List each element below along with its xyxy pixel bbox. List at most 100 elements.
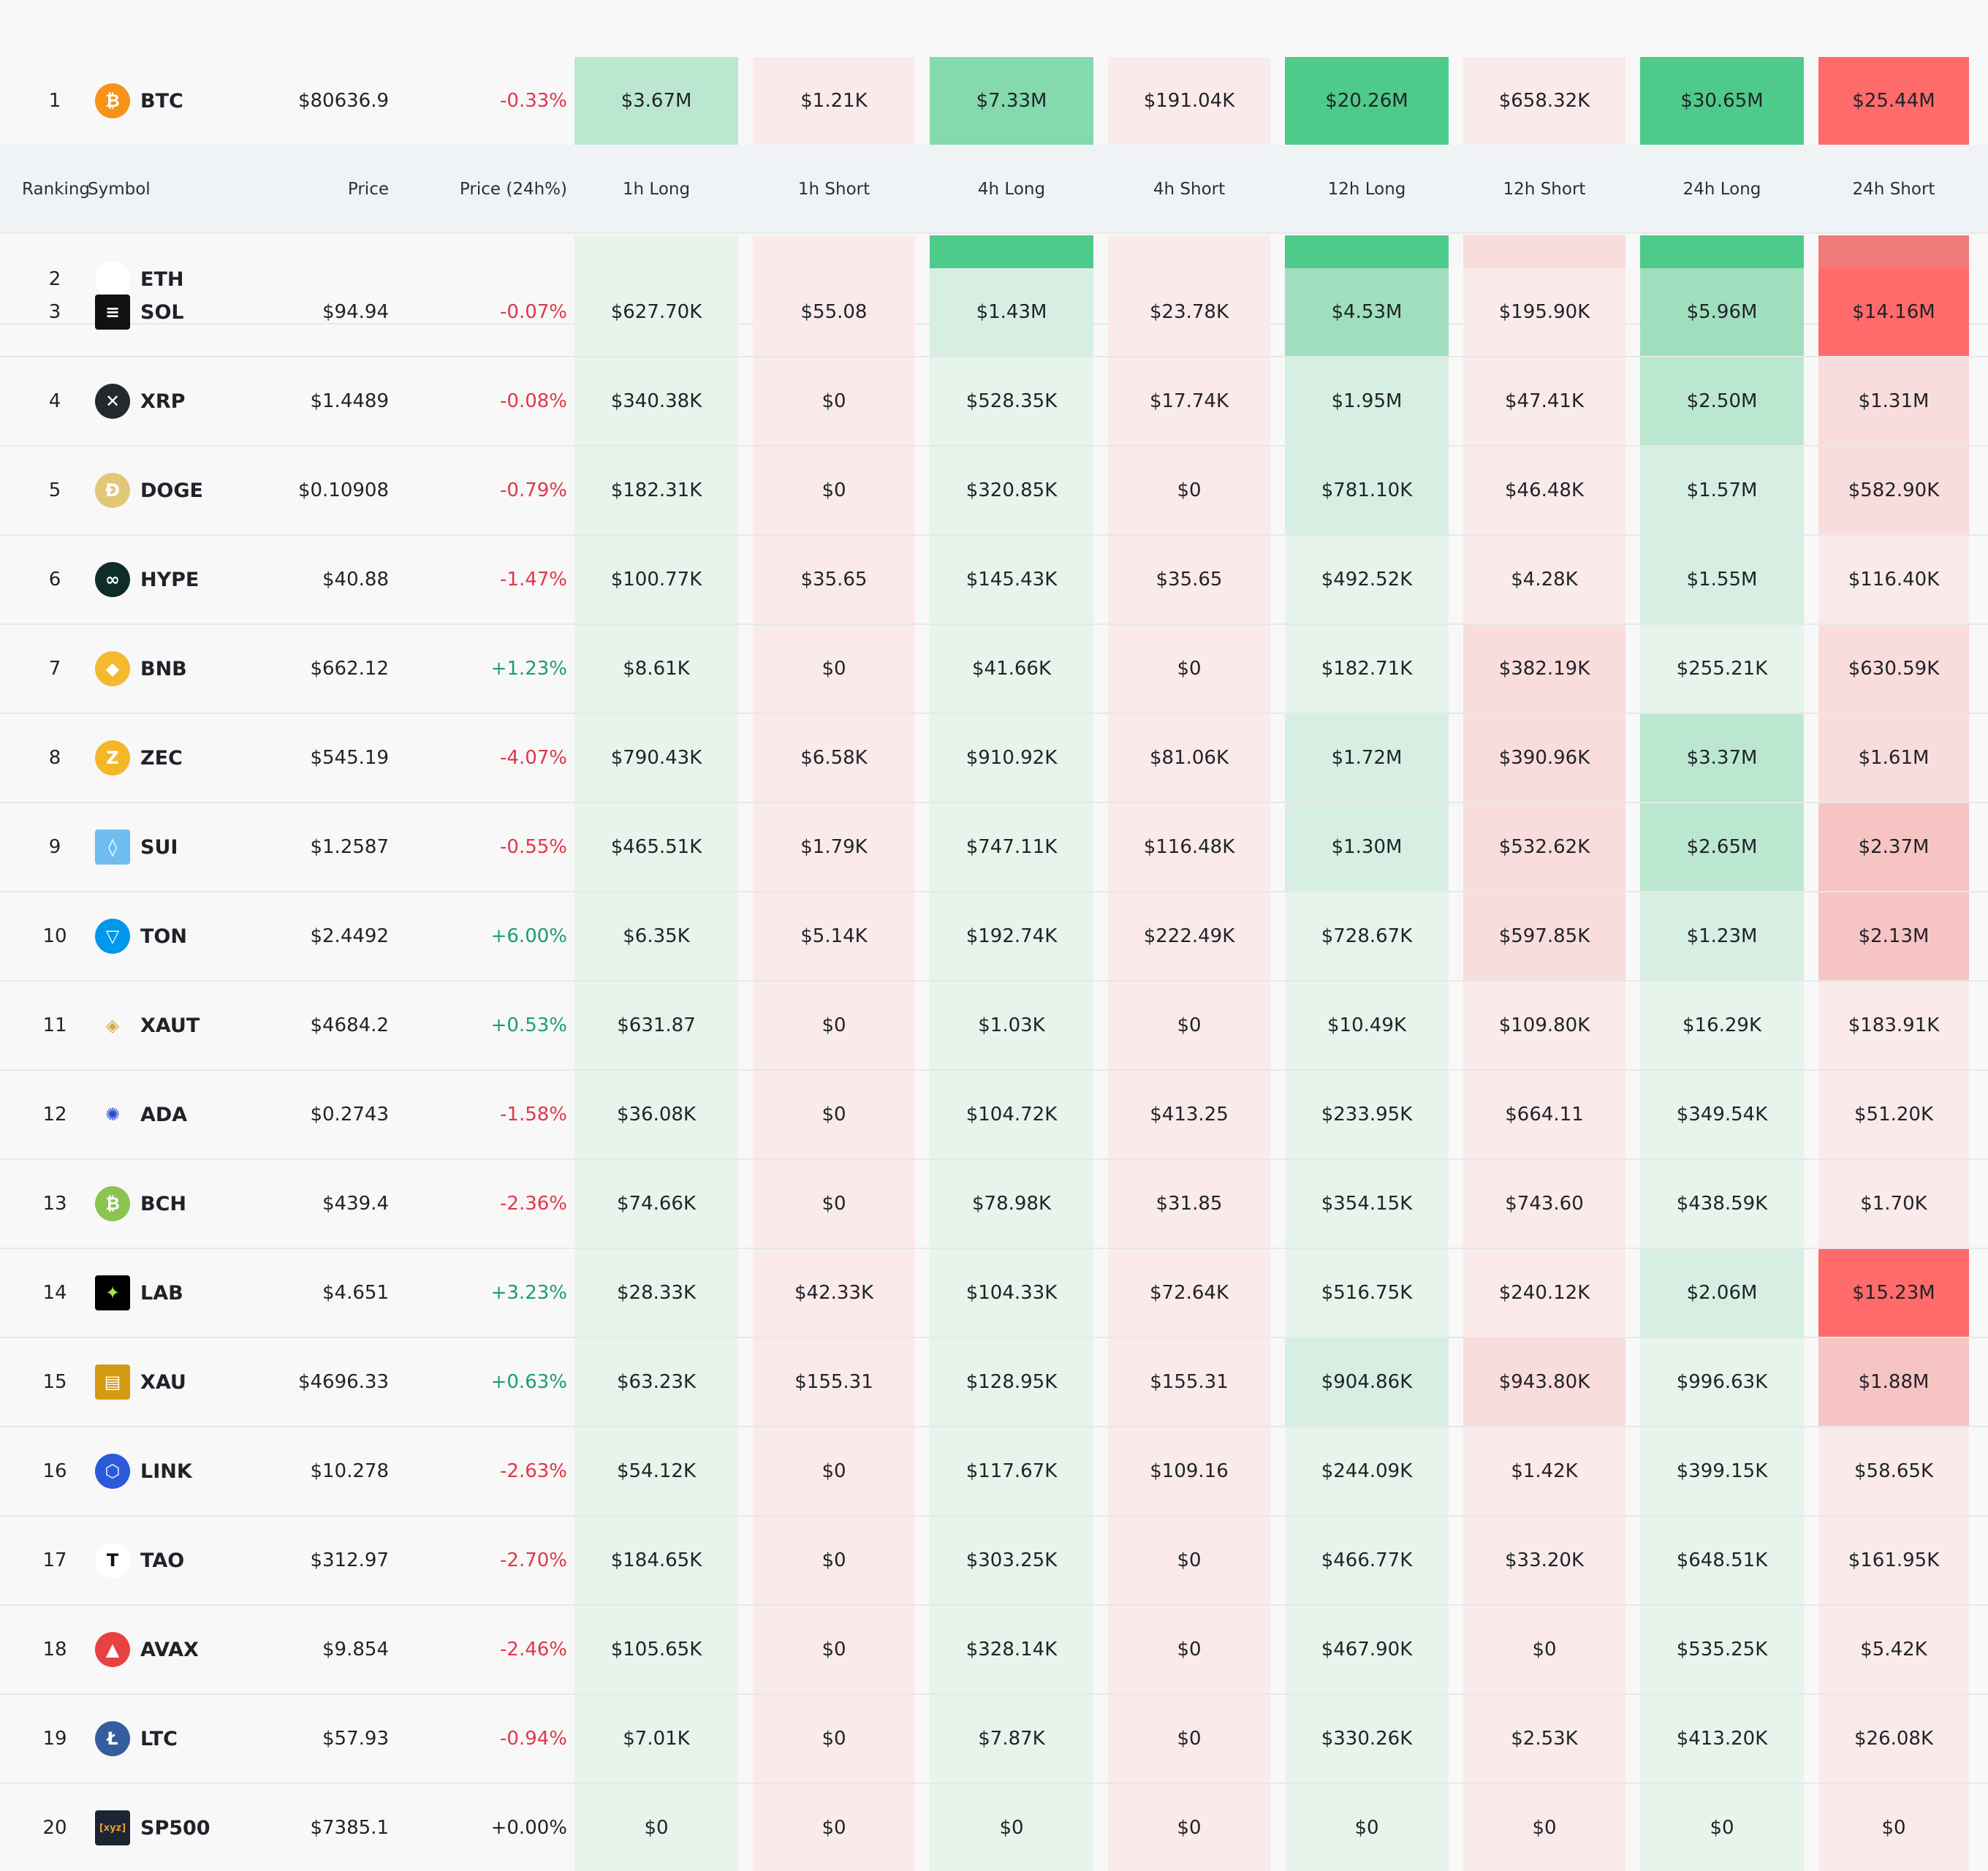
table-row[interactable]: 4 ✕ XRP $1.4489 -0.08% $340.38K $0 $528.35K $17.… [0, 357, 1988, 447]
price-change-cell: -2.36% [500, 1193, 567, 1215]
symbol-cell[interactable]: ◈ XAUT [95, 982, 285, 1069]
short-liquidation-cell: $47.41K [1463, 357, 1625, 445]
table-row[interactable]: 16 ⬡ LINK $10.278 -2.63% $54.12K $0 $117.67K $10… [0, 1427, 1988, 1517]
price-change-cell: +0.53% [490, 1014, 567, 1036]
long-liquidation-cell: $7.01K [574, 1695, 738, 1783]
short-liquidation-cell: $5.42K [1818, 1606, 1969, 1693]
symbol-label: XAUT [140, 1014, 200, 1037]
symbol-cell[interactable]: T TAO [95, 1517, 285, 1604]
short-liquidation-cell: $155.31 [1108, 1338, 1270, 1426]
price-cell: $94.94 [322, 301, 389, 323]
symbol-cell[interactable]: Z ZEC [95, 714, 285, 802]
short-liquidation-cell: $222.49K [1108, 892, 1270, 980]
short-liquidation-cell: $109.80K [1463, 982, 1625, 1069]
symbol-cell[interactable]: ✺ ADA [95, 1071, 285, 1158]
rank-cell: 14 [42, 1282, 67, 1304]
table-row[interactable]: 20 [xyz] SP500 $7385.1 +0.00% $0 $0 $0 $0 $0 $0 $0 $… [0, 1784, 1988, 1871]
symbol-cell[interactable]: ⬡ LINK [95, 1427, 285, 1515]
long-liquidation-cell: $648.51K [1640, 1517, 1804, 1604]
long-liquidation-cell: $255.21K [1640, 625, 1804, 713]
symbol-cell[interactable]: ₿ BCH [95, 1160, 285, 1248]
table-row[interactable]: 17 T TAO $312.97 -2.70% $184.65K $0 $303.25K $0 $… [0, 1517, 1988, 1606]
long-liquidation-cell: $631.87 [574, 982, 738, 1069]
short-liquidation-cell: $1.70K [1818, 1160, 1969, 1248]
short-liquidation-cell: $17.74K [1108, 357, 1270, 445]
symbol-cell[interactable]: Ł LTC [95, 1695, 285, 1783]
table-row[interactable]: 5 Ð DOGE $0.10908 -0.79% $182.31K $0 $320.85K $0… [0, 447, 1988, 536]
symbol-cell[interactable]: ◆ BNB [95, 625, 285, 713]
short-liquidation-cell: $0 [1463, 1784, 1625, 1871]
long-liquidation-cell: $330.26K [1285, 1695, 1449, 1783]
long-liquidation-cell: $1.95M [1285, 357, 1449, 445]
symbol-cell[interactable]: ▲ AVAX [95, 1606, 285, 1693]
header-1h-long[interactable]: 1h Long [622, 180, 691, 199]
long-liquidation-cell: $3.67M [574, 57, 738, 145]
table-row[interactable]: 9 ◊ SUI $1.2587 -0.55% $465.51K $1.79K $747.11K… [0, 803, 1988, 892]
table-row[interactable]: 12 ✺ ADA $0.2743 -1.58% $36.08K $0 $104.72K $413… [0, 1071, 1988, 1160]
header-symbol[interactable]: Symbol [88, 180, 151, 199]
header-24h-long[interactable]: 24h Long [1682, 180, 1761, 199]
header-4h-short[interactable]: 4h Short [1153, 180, 1226, 199]
symbol-label: XAU [140, 1370, 186, 1394]
short-liquidation-cell: $2.53K [1463, 1695, 1625, 1783]
long-liquidation-cell: $10.49K [1285, 982, 1449, 1069]
header-price-change[interactable]: Price (24h%) [459, 180, 567, 199]
long-liquidation-cell: $184.65K [574, 1517, 738, 1604]
symbol-cell[interactable]: Ð DOGE [95, 447, 285, 534]
short-liquidation-cell: $0 [753, 1071, 915, 1158]
long-liquidation-cell: $192.74K [930, 892, 1093, 980]
header-24h-short[interactable]: 24h Short [1852, 180, 1935, 199]
long-liquidation-cell: $16.29K [1640, 982, 1804, 1069]
header-1h-short[interactable]: 1h Short [797, 180, 870, 199]
long-liquidation-cell: $1.03K [930, 982, 1093, 1069]
header-ranking[interactable]: Ranking [22, 180, 91, 199]
symbol-cell[interactable]: ▤ XAU [95, 1338, 285, 1426]
price-cell: $1.2587 [310, 836, 389, 858]
symbol-cell[interactable]: ₿ BTC [95, 57, 285, 145]
price-change-cell: +0.00% [490, 1817, 567, 1839]
long-liquidation-cell: $30.65M [1640, 57, 1804, 145]
symbol-label: SUI [140, 835, 178, 859]
long-liquidation-cell: $128.95K [930, 1338, 1093, 1426]
short-liquidation-cell: $33.20K [1463, 1517, 1625, 1604]
table-row[interactable]: 18 ▲ AVAX $9.854 -2.46% $105.65K $0 $328.14K $0 $… [0, 1606, 1988, 1695]
symbol-cell[interactable]: ◊ SUI [95, 803, 285, 891]
table-row[interactable]: 11 ◈ XAUT $4684.2 +0.53% $631.87 $0 $1.03K $0 $10… [0, 982, 1988, 1071]
price-change-cell: -0.55% [500, 836, 567, 858]
symbol-label: XRP [140, 390, 186, 413]
table-row[interactable]: 1 ₿ BTC $80636.9 -0.33% $3.67M $1.21K $7.33M $19… [0, 57, 1988, 146]
header-price[interactable]: Price [347, 180, 389, 199]
long-liquidation-cell: $1.57M [1640, 447, 1804, 534]
short-liquidation-cell: $0 [753, 1517, 915, 1604]
symbol-cell[interactable]: ≡ SOL [95, 268, 285, 356]
table-row[interactable]: 14 ✦ LAB $4.651 +3.23% $28.33K $42.33K $104.33K… [0, 1249, 1988, 1338]
symbol-cell[interactable]: [xyz] SP500 [95, 1784, 285, 1871]
table-row[interactable]: 8 Z ZEC $545.19 -4.07% $790.43K $6.58K $910.92K… [0, 714, 1988, 803]
bnb-icon: ◆ [95, 651, 130, 686]
header-12h-long[interactable]: 12h Long [1327, 180, 1406, 199]
long-liquidation-cell: $36.08K [574, 1071, 738, 1158]
table-row[interactable]: 19 Ł LTC $57.93 -0.94% $7.01K $0 $7.87K $0 $330.2… [0, 1695, 1988, 1784]
long-liquidation-cell: $8.61K [574, 625, 738, 713]
short-liquidation-cell: $0 [753, 1606, 915, 1693]
table-row[interactable]: 6 ∞ HYPE $40.88 -1.47% $100.77K $35.65 $145.43K… [0, 536, 1988, 625]
symbol-cell[interactable]: ✕ XRP [95, 357, 285, 445]
symbol-cell[interactable]: ▽ TON [95, 892, 285, 980]
long-liquidation-cell: $1.72M [1285, 714, 1449, 802]
symbol-cell[interactable]: ETH [95, 235, 285, 323]
symbol-label: BNB [140, 657, 187, 680]
symbol-label: TAO [140, 1549, 185, 1572]
price-change-cell: -4.07% [500, 747, 567, 769]
long-liquidation-cell: $105.65K [574, 1606, 738, 1693]
header-12h-short[interactable]: 12h Short [1503, 180, 1586, 199]
table-row[interactable]: 13 ₿ BCH $439.4 -2.36% $74.66K $0 $78.98K $31.85… [0, 1160, 1988, 1249]
table-row[interactable]: 10 ▽ TON $2.4492 +6.00% $6.35K $5.14K $192.74K $… [0, 892, 1988, 982]
symbol-cell[interactable]: ✦ LAB [95, 1249, 285, 1337]
table-row[interactable]: 15 ▤ XAU $4696.33 +0.63% $63.23K $155.31 $128.9… [0, 1338, 1988, 1427]
table-row[interactable]: 3 ≡ SOL $94.94 -0.07% $627.70K $55.08 $1.43M $23… [0, 268, 1988, 357]
price-cell: $80636.9 [297, 90, 389, 112]
table-row[interactable]: 7 ◆ BNB $662.12 +1.23% $8.61K $0 $41.66K $0 $182.… [0, 625, 1988, 714]
symbol-cell[interactable]: ∞ HYPE [95, 536, 285, 623]
header-4h-long[interactable]: 4h Long [977, 180, 1046, 199]
symbol-label: AVAX [140, 1638, 199, 1661]
